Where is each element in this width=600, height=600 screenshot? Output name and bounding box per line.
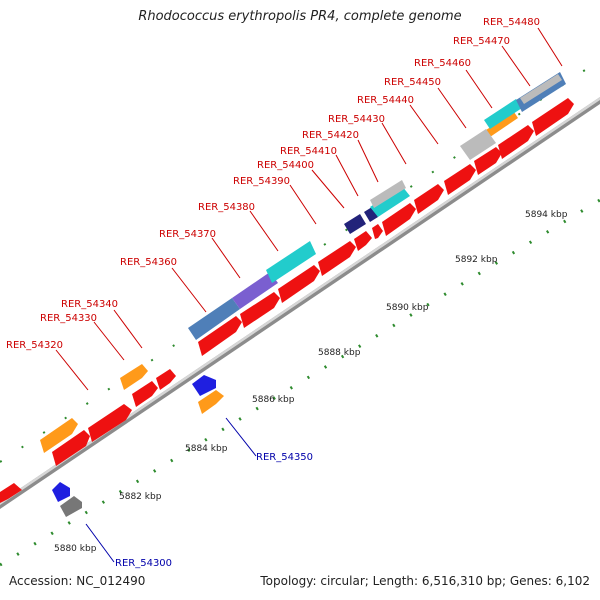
feature-silver-3[interactable] [520, 74, 562, 104]
gene-red[interactable] [382, 203, 416, 236]
genome-backbone [0, 97, 600, 509]
gene-label[interactable]: RER_54420 [302, 130, 359, 141]
gene-label[interactable]: RER_54460 [414, 58, 471, 69]
feature-navy-2[interactable] [364, 207, 378, 222]
gene-red[interactable] [474, 147, 502, 175]
feature-silver-2[interactable] [460, 129, 496, 160]
gene-label[interactable]: RER_54410 [280, 146, 337, 157]
feature-cyan-2[interactable] [370, 186, 410, 217]
ruler-label-5888: 5888 kbp [318, 348, 361, 358]
gene-label[interactable]: RER_54300 [115, 558, 172, 569]
gene-orange[interactable] [486, 112, 518, 137]
gene-label[interactable]: RER_54390 [233, 176, 290, 187]
gene-label[interactable]: RER_54360 [120, 257, 177, 268]
gene-label[interactable]: RER_54340 [61, 299, 118, 310]
gene-red[interactable] [532, 98, 574, 136]
ruler-label-5892: 5892 kbp [455, 255, 498, 265]
gene-red[interactable] [52, 430, 90, 466]
gene-red[interactable] [132, 381, 158, 407]
gene-label[interactable]: RER_54430 [328, 114, 385, 125]
accession-text: Accession: NC_012490 [9, 574, 146, 588]
gene-orange[interactable] [120, 364, 148, 390]
gene-orange[interactable] [40, 418, 78, 453]
ruler-label-5886: 5886 kbp [252, 395, 295, 405]
gene-orange[interactable] [198, 390, 224, 414]
gene-red[interactable] [156, 369, 176, 390]
ruler-label-5880: 5880 kbp [54, 544, 97, 554]
ruler-labels: 5880 kbp 5882 kbp 5884 kbp 5886 kbp 5888… [54, 210, 568, 554]
gene-label[interactable]: RER_54320 [6, 340, 63, 351]
gene-label[interactable]: RER_54400 [257, 160, 314, 171]
gene-blue[interactable] [192, 375, 216, 396]
gene-red[interactable] [444, 164, 476, 195]
feature-cyan[interactable] [266, 241, 316, 283]
gene-label[interactable]: RER_54350 [256, 452, 313, 463]
gene-label[interactable]: RER_54370 [159, 229, 216, 240]
gene-red[interactable] [88, 404, 132, 442]
gene-red[interactable] [414, 184, 444, 214]
gene-label[interactable]: RER_54450 [384, 77, 441, 88]
gene-gray[interactable] [60, 496, 82, 517]
gene-red[interactable] [198, 316, 242, 356]
gene-red[interactable] [372, 224, 383, 239]
gene-label[interactable]: RER_54480 [483, 17, 540, 28]
ruler-label-5884: 5884 kbp [185, 444, 228, 454]
feature-cyan-3[interactable] [484, 99, 522, 129]
gene-labels: RER_54320 RER_54330 RER_54340 RER_54360 … [6, 17, 540, 351]
gene-label[interactable]: RER_54330 [40, 313, 97, 324]
feature-silver[interactable] [370, 180, 406, 208]
gene-blue[interactable] [52, 482, 70, 502]
gene-red[interactable] [278, 265, 320, 303]
ruler-label-5894: 5894 kbp [525, 210, 568, 220]
feature-purple[interactable] [232, 272, 278, 309]
ruler-label-5882: 5882 kbp [119, 492, 162, 502]
gene-label[interactable]: RER_54470 [453, 36, 510, 47]
label-leaders [55, 27, 563, 563]
gene-red[interactable] [318, 241, 356, 276]
gene-label[interactable]: RER_54440 [357, 95, 414, 106]
ruler-label-5890: 5890 kbp [386, 303, 429, 313]
gene-red[interactable] [0, 483, 22, 503]
feature-steelblue[interactable] [188, 298, 240, 340]
gene-red[interactable] [240, 292, 280, 328]
gene-red[interactable] [354, 231, 372, 251]
genome-stats-text: Topology: circular; Length: 6,516,310 bp… [260, 574, 590, 588]
gene-label[interactable]: RER_54380 [198, 202, 255, 213]
gene-labels-below: RER_54300 RER_54350 [115, 452, 313, 569]
feature-navy[interactable] [344, 214, 366, 234]
gene-red[interactable] [498, 125, 534, 159]
map-title: Rhodococcus erythropolis PR4, complete g… [138, 9, 462, 24]
